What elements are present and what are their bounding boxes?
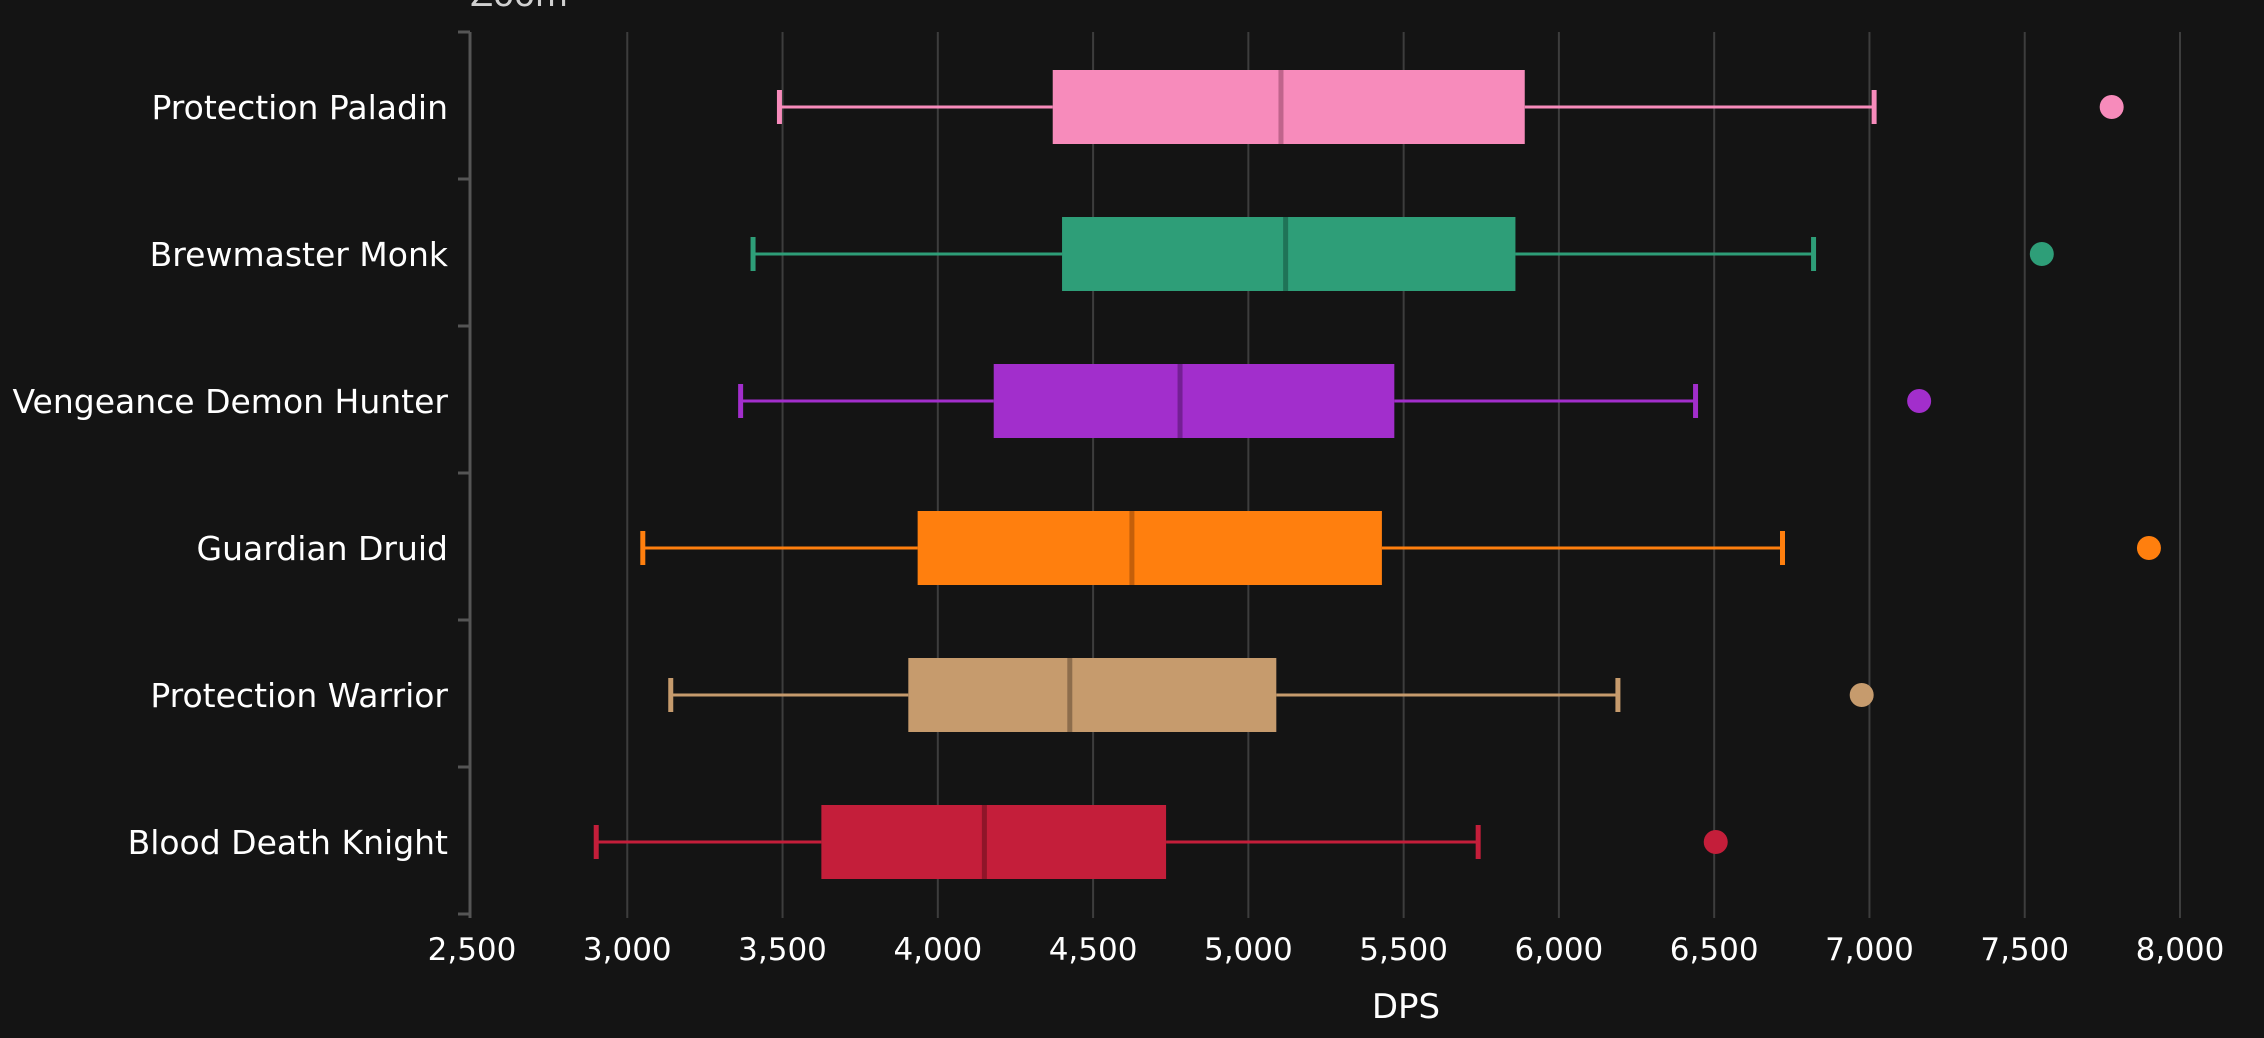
outlier-point (2029, 242, 2054, 266)
x-tick-label: 3,500 (738, 932, 827, 968)
outlier-point (2136, 536, 2161, 560)
outlier-point (1907, 389, 1932, 413)
outlier-point (1703, 830, 1728, 854)
x-tick-label: 4,500 (1049, 932, 1138, 968)
box-group: Guardian Druid (197, 511, 2161, 585)
grid-lines (626, 32, 2181, 918)
outlier-point (2099, 95, 2124, 119)
x-axis-title: DPS (1372, 987, 1440, 1027)
x-tick-label: 7,500 (1980, 932, 2069, 968)
x-tick-label: 2,500 (428, 932, 517, 968)
iqr-box (908, 658, 1277, 732)
category-label: Protection Warrior (150, 676, 448, 715)
box-group: Vengeance Demon Hunter (13, 364, 1932, 438)
iqr-box (1052, 70, 1525, 144)
category-label: Vengeance Demon Hunter (13, 382, 449, 421)
box-series: Protection Paladin Brewmaster Monk Vengean… (13, 70, 2161, 879)
x-tick-label: 5,000 (1204, 932, 1293, 968)
x-tick-label: 3,000 (583, 932, 672, 968)
iqr-box (1062, 217, 1516, 291)
x-tick-label: 6,500 (1670, 932, 1759, 968)
iqr-box (917, 511, 1382, 585)
x-tick-label: 7,000 (1825, 932, 1914, 968)
category-label: Blood Death Knight (128, 823, 448, 862)
category-label: Brewmaster Monk (150, 235, 449, 274)
iqr-box (821, 805, 1167, 879)
box-group: Blood Death Knight (128, 805, 1728, 879)
box-group: Protection Paladin (151, 70, 2124, 144)
x-tick-label: 4,000 (893, 932, 982, 968)
x-tick-label: 6,000 (1515, 932, 1604, 968)
category-label: Guardian Druid (197, 529, 448, 568)
x-tick-label: 8,000 (2136, 932, 2225, 968)
chart-title: Zoom (470, 0, 568, 15)
box-group: Protection Warrior (150, 658, 1874, 732)
category-label: Protection Paladin (151, 88, 448, 127)
axes: 2,500 3,000 3,500 4,000 4,500 5,000 5,500 6,000… (428, 30, 2225, 968)
outlier-point (1849, 683, 1874, 707)
box-group: Brewmaster Monk (150, 217, 2054, 291)
iqr-box (993, 364, 1395, 438)
x-tick-label: 5,500 (1359, 932, 1448, 968)
